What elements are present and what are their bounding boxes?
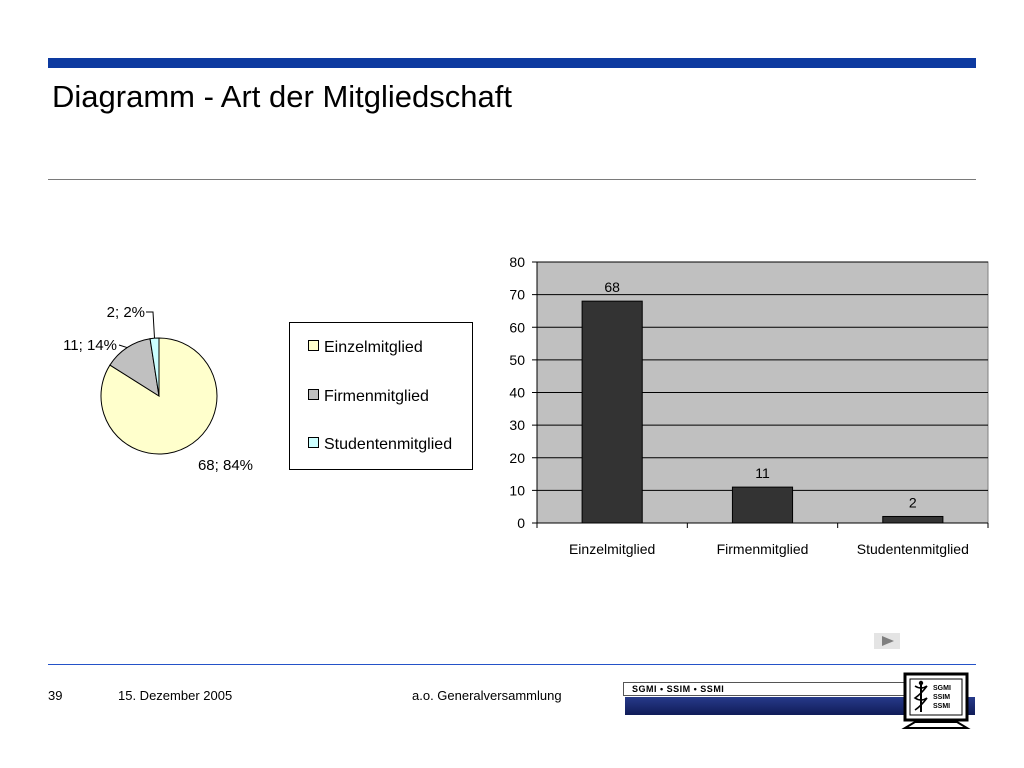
society-logo-monitor: SGMI SSIM SSMI: [901, 672, 971, 729]
bar-data-label: 2: [909, 494, 917, 510]
bar-data-label: 11: [755, 465, 770, 481]
footer-divider: [48, 664, 976, 665]
logo-monitor-line: SSMI: [933, 703, 950, 710]
page-number: 39: [48, 688, 63, 703]
y-tick-label: 60: [509, 319, 525, 335]
legend-item-studentenmitglied: Studentenmitglied: [308, 435, 452, 455]
header-accent-bar: [48, 58, 976, 68]
y-tick-label: 80: [509, 254, 525, 270]
pie-data-label: 11; 14%: [63, 337, 117, 354]
legend-swatch-firmenmitglied: [308, 389, 319, 400]
logo-monitor-line: SGMI: [933, 685, 951, 692]
y-tick-label: 20: [509, 450, 525, 466]
legend-swatch-einzelmitglied: [308, 340, 319, 351]
logo-band-text: SGMI • SSIM • SSMI: [632, 684, 725, 694]
next-slide-button[interactable]: [874, 633, 900, 649]
logo-monitor-line: SSIM: [933, 694, 950, 701]
pie-leader-line: [146, 311, 156, 339]
y-tick-label: 0: [517, 515, 525, 531]
caduceus-icon: [913, 680, 928, 712]
legend-label: Einzelmitglied: [324, 339, 423, 356]
logo-stripe: [625, 697, 975, 715]
pie-legend: Einzelmitglied Firmenmitglied Studentenm…: [289, 322, 473, 470]
bar-einzelmitglied: [581, 300, 643, 524]
y-tick-label: 50: [509, 352, 525, 368]
x-tick-label: Einzelmitglied: [569, 541, 655, 557]
pie-leader-line: [118, 344, 128, 349]
y-tick-label: 70: [509, 287, 525, 303]
pie-slice-studentenmitglied: [149, 337, 160, 397]
pie-data-label: 68; 84%: [198, 457, 253, 474]
logo-band: SGMI • SSIM • SSMI: [623, 682, 908, 696]
legend-item-einzelmitglied: Einzelmitglied: [308, 338, 423, 358]
x-tick-label: Firmenmitglied: [717, 541, 809, 557]
pie-data-label: 2; 2%: [107, 304, 145, 321]
bar-firmenmitglied: [731, 486, 794, 524]
y-tick-label: 40: [509, 385, 525, 401]
y-tick-label: 10: [509, 482, 525, 498]
x-tick-label: Studentenmitglied: [857, 541, 969, 557]
legend-label: Firmenmitglied: [324, 388, 429, 405]
legend-swatch-studentenmitglied: [308, 437, 319, 448]
bar-data-label: 68: [604, 279, 620, 295]
bar-studentenmitglied: [882, 515, 944, 524]
page-title: Diagramm - Art der Mitgliedschaft: [52, 79, 512, 114]
play-arrow-icon: [882, 636, 894, 646]
footer-date: 15. Dezember 2005: [118, 688, 233, 703]
legend-item-firmenmitglied: Firmenmitglied: [308, 387, 429, 407]
legend-label: Studentenmitglied: [324, 436, 453, 453]
title-divider: [48, 179, 976, 180]
footer-event: a.o. Generalversammlung: [412, 688, 562, 703]
y-tick-label: 30: [509, 417, 525, 433]
